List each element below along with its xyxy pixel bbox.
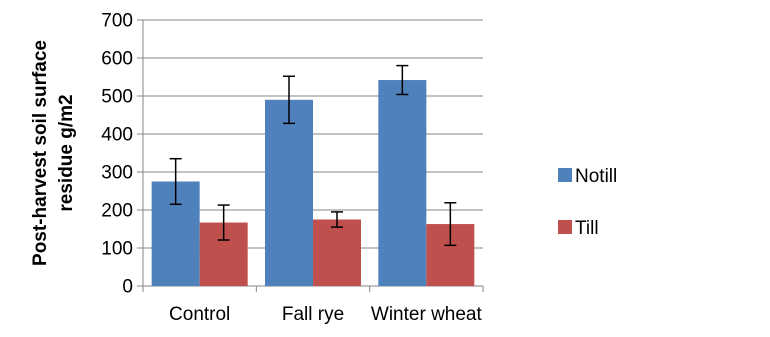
y-tick-label: 700 bbox=[101, 11, 133, 32]
category-label: Control bbox=[169, 304, 230, 325]
y-axis-label-line: Post-harvest soil surface bbox=[30, 40, 51, 266]
legend-swatch-notill bbox=[558, 168, 572, 182]
y-tick-label: 500 bbox=[101, 87, 133, 108]
legend-label-till: Till bbox=[575, 218, 599, 239]
bar-till-fall-rye bbox=[313, 219, 361, 286]
y-tick-label: 0 bbox=[122, 277, 133, 298]
y-axis-label-line: residue g/m2 bbox=[56, 94, 77, 211]
error-bars bbox=[169, 64, 457, 247]
y-axis-label: Post-harvest soil surface residue g/m2 bbox=[30, 40, 77, 266]
legend-swatch-till bbox=[558, 220, 572, 234]
category-label: Winter wheat bbox=[371, 304, 483, 325]
category-label: Fall rye bbox=[282, 304, 344, 325]
bar-notill-fall-rye bbox=[265, 99, 313, 286]
category-labels: Control Fall rye Winter wheat bbox=[169, 304, 482, 325]
legend: Notill Till bbox=[558, 166, 617, 239]
y-tick-label: 100 bbox=[101, 239, 133, 260]
bar-notill-winter-wheat bbox=[378, 80, 427, 286]
y-tick-label: 200 bbox=[101, 201, 133, 222]
y-tick-label: 600 bbox=[101, 49, 133, 70]
y-tick-label: 300 bbox=[101, 163, 133, 184]
y-tick-label: 400 bbox=[101, 125, 133, 146]
legend-label-notill: Notill bbox=[575, 166, 617, 187]
y-tick-labels: 0 100 200 300 400 500 600 700 bbox=[101, 11, 133, 298]
bars bbox=[151, 80, 475, 286]
